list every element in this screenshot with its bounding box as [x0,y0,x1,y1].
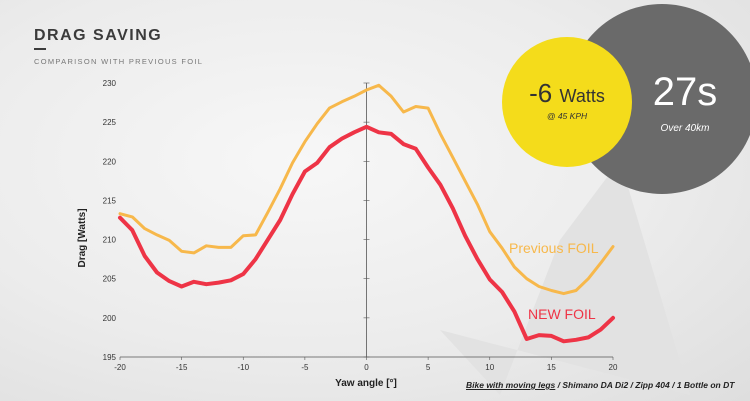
x-tick-label: -5 [301,363,309,372]
footnote-bike-setup: Bike with moving legs [466,380,556,390]
watt-saving-value: -6 Watts [502,78,632,109]
y-tick-label: 230 [103,79,117,88]
x-tick-label: 10 [485,363,494,372]
x-tick-label: 5 [426,363,431,372]
time-saving-condition: Over 40km [660,123,710,134]
x-tick-label: 15 [547,363,556,372]
background-triangle [440,160,690,395]
y-tick-label: 195 [103,353,117,362]
y-tick-label: 220 [103,157,117,166]
watt-saving-number: -6 [529,78,553,108]
x-tick-label: -20 [114,363,126,372]
y-tick-label: 225 [103,118,117,127]
x-tick-label: -15 [176,363,188,372]
y-axis-title: Drag [Watts] [77,208,88,267]
x-axis-title: Yaw angle [°] [335,378,397,389]
page-subtitle: COMPARISON WITH PREVIOUS FOIL [34,57,204,66]
series-line-previous-foil [118,83,615,296]
chart-decoration [440,160,690,395]
x-tick-label: 0 [364,363,369,372]
x-tick-label: 20 [609,363,618,372]
series-label-previous-foil: Previous FOIL [509,240,599,256]
page-title: DRAG SAVING [34,27,163,44]
series-line-new-foil [118,124,615,344]
footnote-components: / Shimano DA Di2 / Zipp 404 / 1 Bottle o… [555,380,735,390]
y-tick-label: 210 [103,236,117,245]
chart-lines [118,83,615,344]
watt-saving-bubble [502,37,632,167]
watt-saving-unit: Watts [559,86,605,106]
y-tick-label: 205 [103,275,117,284]
y-tick-label: 215 [103,196,117,205]
x-tick-label: -10 [237,363,249,372]
chart-ticks: 195 200 205 210 215 220 225 230 -20 -15 -10 -5 0 5 10 1… [103,79,618,372]
test-setup-footnote: Bike with moving legs / Shimano DA Di2 /… [466,380,746,390]
watt-saving-condition: @ 45 KPH [546,111,588,121]
title-underline [34,48,46,50]
series-label-new-foil: NEW FOIL [528,306,596,322]
time-saving-value: 27s [652,70,718,114]
y-tick-label: 200 [103,314,117,323]
